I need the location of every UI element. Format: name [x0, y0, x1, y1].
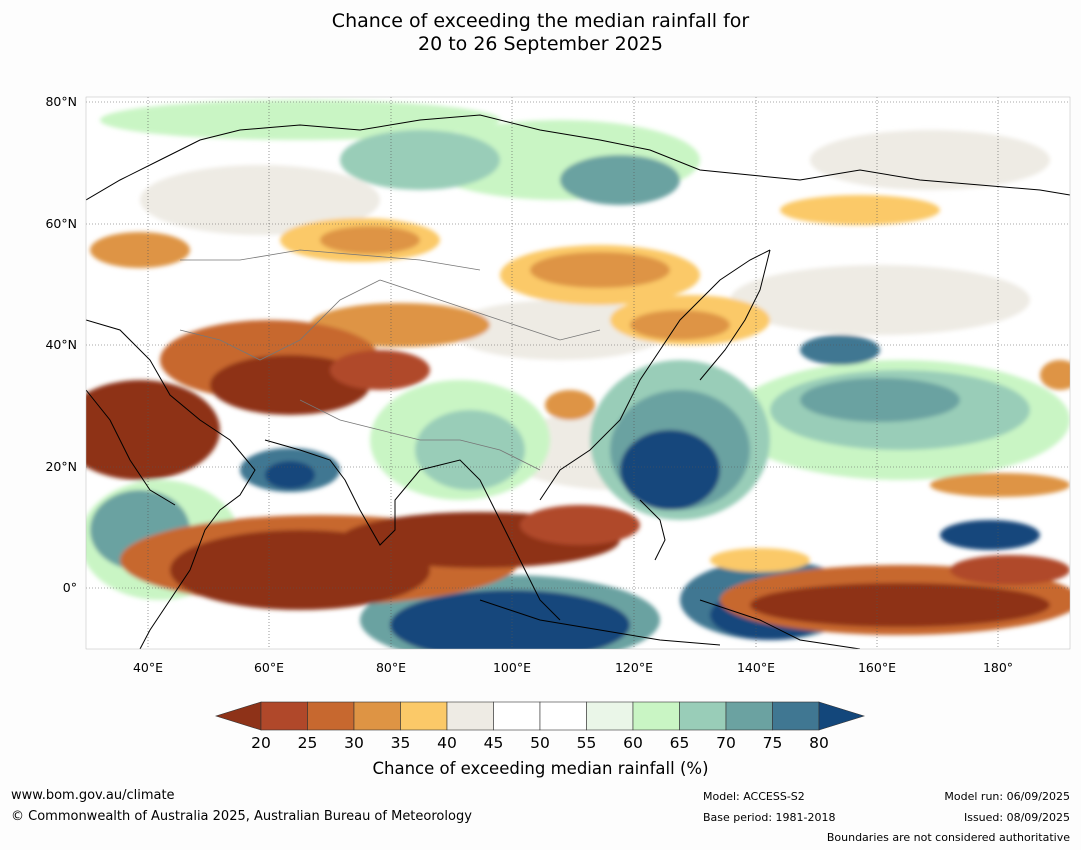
colorbar-tick-label: 45 — [484, 734, 504, 752]
colorbar-tick-label: 65 — [670, 734, 690, 752]
colorbar-ticks: 20 25 30 35 40 45 50 55 60 65 70 75 80 — [251, 734, 829, 752]
boundaries-disclaimer: Boundaries are not considered authoritat… — [826, 831, 1070, 844]
latitude-labels: 80°N 60°N 40°N 20°N 0° — [45, 94, 77, 595]
colorbar-arrow-high — [818, 701, 866, 731]
lat-label: 20°N — [45, 459, 77, 474]
lat-label: 80°N — [45, 94, 77, 109]
colorbar-tick-label: 35 — [391, 734, 411, 752]
lon-label: 100°E — [493, 660, 531, 675]
colorbar-swatch — [679, 701, 727, 731]
map-title: Chance of exceeding the median rainfall … — [0, 10, 1081, 56]
coastlines — [86, 114, 1070, 649]
lon-label: 140°E — [737, 660, 775, 675]
base-period: Base period: 1981-2018 — [703, 811, 836, 824]
colorbar-swatch — [539, 701, 587, 731]
graticule — [86, 97, 1070, 649]
lon-label: 40°E — [133, 660, 163, 675]
model-run: Model run: 06/09/2025 — [944, 790, 1070, 803]
lat-label: 40°N — [45, 337, 77, 352]
copyright: © Commonwealth of Australia 2025, Austra… — [11, 809, 472, 824]
colorbar-tick-label: 60 — [623, 734, 643, 752]
colorbar: 20 25 30 35 40 45 50 55 60 65 70 75 80 — [214, 701, 866, 752]
colorbar-swatch — [446, 701, 494, 731]
map-frame — [85, 96, 1071, 650]
rainfall-map: 80°N 60°N 40°N 20°N 0° 40°E 60°E 80°E 100°E 120°… — [45, 94, 1071, 675]
colorbar-tick-label: 50 — [530, 734, 550, 752]
colorbar-swatch — [260, 701, 308, 731]
colorbar-swatch — [307, 701, 355, 731]
colorbar-swatch — [493, 701, 541, 731]
lon-label: 160°E — [858, 660, 896, 675]
title-line-2: 20 to 26 September 2025 — [418, 33, 663, 55]
map-area — [86, 97, 1070, 649]
colorbar-swatch — [632, 701, 680, 731]
colorbar-tick-label: 20 — [251, 734, 271, 752]
colorbar-label: Chance of exceeding median rainfall (%) — [372, 759, 709, 778]
model-name: Model: ACCESS-S2 — [703, 790, 805, 803]
colorbar-arrow-low — [214, 701, 262, 731]
lon-label: 120°E — [615, 660, 653, 675]
longitude-labels: 40°E 60°E 80°E 100°E 120°E 140°E 160°E 180° — [133, 660, 1013, 675]
bom-url[interactable]: www.bom.gov.au/climate — [11, 788, 175, 803]
title-line-1: Chance of exceeding the median rainfall … — [331, 10, 750, 32]
colorbar-swatch — [353, 701, 401, 731]
colorbar-swatches — [214, 701, 866, 731]
lon-label: 180° — [983, 660, 1013, 675]
colorbar-tick-label: 75 — [763, 734, 783, 752]
colorbar-tick-label: 30 — [344, 734, 364, 752]
colorbar-tick-label: 40 — [437, 734, 457, 752]
colorbar-tick-label: 55 — [577, 734, 597, 752]
lat-label: 60°N — [45, 216, 77, 231]
colorbar-swatch — [586, 701, 634, 731]
colorbar-swatch — [772, 701, 820, 731]
lon-label: 60°E — [254, 660, 284, 675]
lat-label: 0° — [63, 580, 77, 595]
colorbar-swatch — [725, 701, 773, 731]
colorbar-tick-label: 25 — [298, 734, 318, 752]
country-borders — [179, 249, 601, 471]
colorbar-tick-label: 70 — [716, 734, 736, 752]
lon-label: 80°E — [376, 660, 406, 675]
colorbar-tick-label: 80 — [809, 734, 829, 752]
colorbar-swatch — [400, 701, 448, 731]
issued-date: Issued: 08/09/2025 — [963, 811, 1070, 824]
